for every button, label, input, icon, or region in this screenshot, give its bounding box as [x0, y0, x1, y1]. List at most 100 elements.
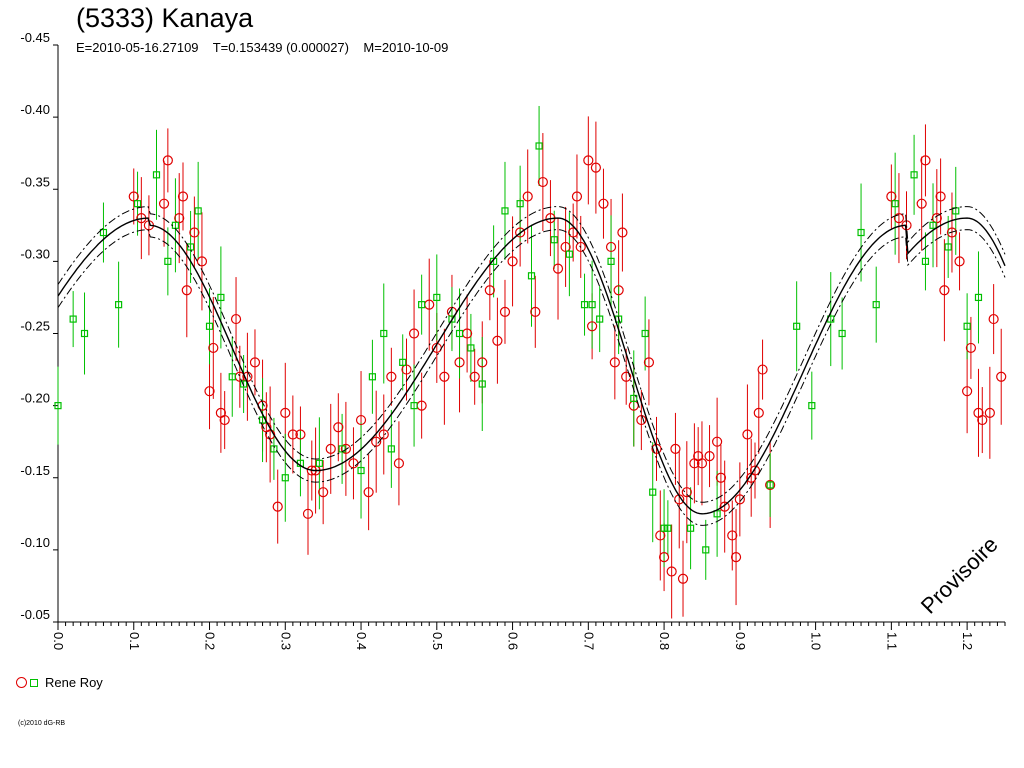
data-point-square — [921, 257, 930, 265]
data-point-circle — [575, 241, 586, 253]
data-point-circle — [704, 451, 715, 462]
x-tick-label: 0.0 — [51, 632, 66, 650]
data-point-square — [766, 481, 774, 489]
data-point-circle — [515, 227, 526, 238]
data-point-square — [99, 228, 108, 237]
data-point-circle — [730, 551, 742, 563]
data-point-square — [857, 228, 865, 237]
data-point-square — [641, 329, 649, 338]
y-tick-label: -0.30 — [20, 246, 50, 261]
y-tick-label: -0.40 — [20, 102, 50, 117]
data-point-square — [527, 272, 536, 280]
data-point-circle — [208, 342, 219, 354]
data-point-circle — [469, 371, 480, 382]
data-point-circle — [280, 407, 291, 418]
data-point-circle — [617, 227, 628, 238]
points-group — [54, 142, 1007, 584]
data-point-circle — [696, 458, 708, 469]
data-point-circle — [681, 487, 692, 498]
chart-subtitle: E=2010-05-16.27109 T=0.153439 (0.000027)… — [76, 40, 449, 55]
chart-title: (5333) Kanaya — [76, 3, 254, 33]
data-point-circle — [977, 414, 988, 426]
data-point-circle — [386, 371, 397, 382]
y-tick-label: -0.10 — [20, 535, 50, 550]
data-point-circle — [590, 162, 601, 173]
data-point-square — [974, 293, 983, 302]
data-point-circle — [765, 479, 776, 491]
data-point-circle — [996, 371, 1007, 382]
data-point-square — [399, 358, 407, 366]
data-point-circle — [230, 313, 242, 325]
data-point-square — [516, 200, 524, 208]
data-point-circle — [189, 227, 200, 238]
data-point-circle — [454, 357, 465, 368]
data-point-square — [664, 524, 672, 532]
data-point-circle — [920, 155, 931, 166]
legend: Rene Roy — [16, 675, 103, 690]
data-point-circle — [651, 443, 662, 454]
data-point-circle — [643, 357, 655, 368]
data-point-square — [535, 142, 543, 150]
data-point-circle — [916, 198, 927, 209]
data-point-square — [490, 257, 498, 265]
data-point-square — [152, 171, 161, 179]
data-point-square — [194, 207, 202, 215]
data-point-circle — [333, 422, 344, 433]
data-point-circle — [984, 407, 995, 418]
data-point-circle — [177, 191, 189, 202]
data-point-circle — [598, 198, 609, 209]
data-point-square — [630, 394, 638, 403]
data-point-circle — [204, 386, 215, 397]
data-point-circle — [295, 429, 306, 440]
data-point-circle — [219, 414, 230, 426]
data-point-circle — [893, 213, 905, 224]
legend-square-icon — [30, 678, 38, 687]
data-point-square — [580, 301, 589, 309]
data-point-square — [387, 445, 395, 453]
data-point-square — [418, 301, 426, 309]
copyright-text: (c)2010 dG-RB — [18, 720, 66, 727]
legend-circle-icon — [16, 677, 27, 688]
x-tick-label: 0.3 — [278, 632, 293, 650]
x-tick-label: 0.8 — [657, 632, 672, 650]
data-point-square — [186, 243, 195, 251]
x-tick-label: 1.2 — [960, 632, 975, 650]
x-tick-label: 0.7 — [581, 632, 596, 650]
data-point-circle — [931, 213, 942, 224]
data-point-circle — [935, 191, 946, 202]
data-point-square — [368, 373, 377, 381]
y-tick-label: -0.45 — [20, 30, 50, 45]
data-point-circle — [162, 155, 173, 166]
data-point-square — [448, 315, 456, 323]
data-point-circle — [677, 573, 689, 584]
data-point-circle — [158, 198, 170, 209]
data-point-circle — [340, 443, 351, 454]
data-point-circle — [621, 371, 632, 382]
data-point-circle — [393, 458, 405, 469]
data-point-circle — [666, 566, 677, 577]
data-point-circle — [484, 285, 495, 296]
data-point-square — [315, 459, 323, 467]
data-point-square — [281, 474, 289, 482]
data-point-circle — [670, 443, 681, 454]
data-point-square — [713, 510, 721, 518]
data-point-circle — [302, 508, 314, 519]
data-point-circle — [439, 371, 450, 382]
y-tick-label: -0.25 — [20, 319, 50, 334]
data-point-circle — [749, 465, 761, 476]
x-tick-label: 0.5 — [430, 632, 445, 650]
data-point-circle — [181, 285, 192, 296]
data-point-square — [455, 329, 464, 338]
data-point-square — [433, 293, 441, 302]
data-point-circle — [499, 306, 511, 317]
data-point-circle — [753, 407, 764, 418]
data-point-square — [910, 171, 918, 179]
data-point-square — [164, 257, 172, 265]
data-point-circle — [658, 551, 670, 563]
data-point-circle — [939, 285, 950, 296]
data-point-circle — [174, 213, 185, 224]
data-point-square — [660, 524, 668, 532]
data-point-square — [410, 402, 418, 410]
data-point-circle — [757, 364, 768, 375]
